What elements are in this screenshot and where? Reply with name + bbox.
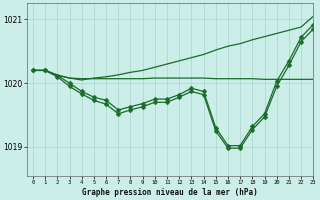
X-axis label: Graphe pression niveau de la mer (hPa): Graphe pression niveau de la mer (hPa) <box>82 188 258 197</box>
